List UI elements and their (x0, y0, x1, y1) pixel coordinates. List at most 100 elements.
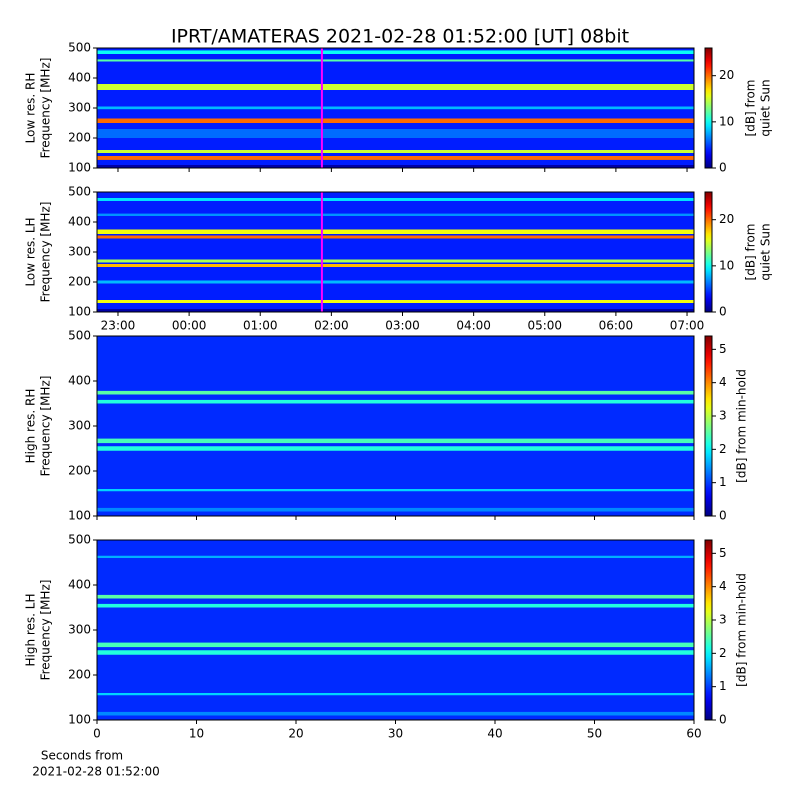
y-label: Frequency [MHz] (39, 376, 53, 477)
y-label: High res. LH (24, 593, 38, 666)
y-tick-label: 100 (68, 305, 91, 319)
y-label: Frequency [MHz] (39, 58, 53, 159)
band (97, 309, 694, 312)
y-tick-label: 300 (68, 419, 91, 433)
colorbar-tick-label: 1 (719, 679, 727, 693)
x-label-line1: Seconds from (41, 749, 123, 763)
band (97, 84, 694, 90)
y-tick-label: 400 (68, 374, 91, 388)
y-tick-label: 100 (68, 509, 91, 523)
colorbar (704, 191, 713, 313)
band (97, 229, 694, 234)
y-tick-label: 400 (68, 578, 91, 592)
colorbar (704, 335, 713, 517)
colorbar-tick-label: 4 (719, 579, 727, 593)
x-tick-label: 04:00 (456, 319, 491, 333)
x-tick-label: 05:00 (527, 319, 562, 333)
x-tick-label: 02:00 (314, 319, 349, 333)
colorbar-tick-label: 0 (719, 509, 727, 523)
y-label: Frequency [MHz] (39, 202, 53, 303)
band (97, 594, 694, 599)
band (97, 603, 694, 608)
x-tick-label: 40 (487, 727, 502, 741)
y-tick-label: 200 (68, 131, 91, 145)
band (97, 156, 694, 160)
band (97, 59, 694, 62)
background (97, 192, 694, 312)
band (97, 118, 694, 123)
colorbar-tick-label: 20 (719, 212, 734, 226)
y-tick-label: 400 (68, 215, 91, 229)
colorbar (704, 47, 713, 169)
colorbar-tick-label: 0 (719, 305, 727, 319)
y-tick-label: 500 (68, 329, 91, 343)
colorbar-tick-label: 5 (719, 342, 727, 356)
band (97, 650, 694, 655)
colorbar-tick-label: 3 (719, 613, 727, 627)
colorbar-tick-label: 10 (719, 114, 734, 128)
colorbar-tick-label: 4 (719, 375, 727, 389)
x-tick-label: 50 (587, 727, 602, 741)
band (97, 280, 694, 284)
colorbar-tick-label: 2 (719, 442, 727, 456)
y-tick-label: 300 (68, 245, 91, 259)
y-label: Low res. RH (24, 73, 38, 144)
colorbar-tick-label: 3 (719, 409, 727, 423)
y-label: High res. RH (24, 389, 38, 464)
x-tick-label: 20 (288, 727, 303, 741)
colorbar-label: [dB] from (744, 224, 758, 281)
y-tick-label: 500 (68, 41, 91, 55)
x-tick-label: 60 (686, 727, 701, 741)
band (97, 555, 694, 558)
colorbar-tick-label: 1 (719, 475, 727, 489)
y-tick-label: 200 (68, 464, 91, 478)
colorbar-tick-label: 10 (719, 258, 734, 272)
colorbar-tick-label: 0 (719, 713, 727, 727)
x-tick-label: 23:00 (101, 319, 136, 333)
colorbar-tick-label: 5 (719, 546, 727, 560)
x-tick-label: 30 (388, 727, 403, 741)
y-tick-label: 400 (68, 71, 91, 85)
background (97, 540, 694, 720)
y-label: Low res. LH (24, 217, 38, 286)
colorbar-tick-label: 20 (719, 68, 734, 82)
colorbar-label: quiet Sun (759, 79, 773, 136)
colorbar-label: [dB] from min-hold (735, 573, 749, 687)
band (97, 446, 694, 451)
y-tick-label: 300 (68, 623, 91, 637)
band (97, 235, 694, 239)
colorbar-tick-label: 0 (719, 161, 727, 175)
panel: 100 200 300 400 500 0 10 20 30 40 50 60 High res. LH… (24, 533, 749, 741)
x-tick-label: 01:00 (243, 319, 278, 333)
colorbar-tick-label: 2 (719, 646, 727, 660)
band (97, 489, 694, 492)
band (97, 390, 694, 395)
colorbar (704, 539, 713, 721)
background (97, 336, 694, 516)
y-tick-label: 500 (68, 185, 91, 199)
y-tick-label: 100 (68, 161, 91, 175)
x-tick-label: 07:00 (670, 319, 705, 333)
band (97, 438, 694, 444)
band (97, 711, 694, 716)
x-tick-label: 00:00 (172, 319, 207, 333)
colorbar-label: [dB] from (744, 80, 758, 137)
x-tick-label: 10 (189, 727, 204, 741)
y-tick-label: 100 (68, 713, 91, 727)
band (97, 300, 694, 303)
y-tick-label: 500 (68, 533, 91, 547)
x-label-line2: 2021-02-28 01:52:00 (32, 765, 159, 779)
band (97, 693, 694, 696)
y-tick-label: 300 (68, 101, 91, 115)
band (97, 106, 694, 110)
y-label: Frequency [MHz] (39, 580, 53, 681)
band (97, 198, 694, 201)
x-tick-label: 06:00 (599, 319, 634, 333)
colorbar-label: quiet Sun (759, 223, 773, 280)
y-tick-label: 200 (68, 668, 91, 682)
band (97, 264, 694, 267)
band (97, 50, 694, 54)
